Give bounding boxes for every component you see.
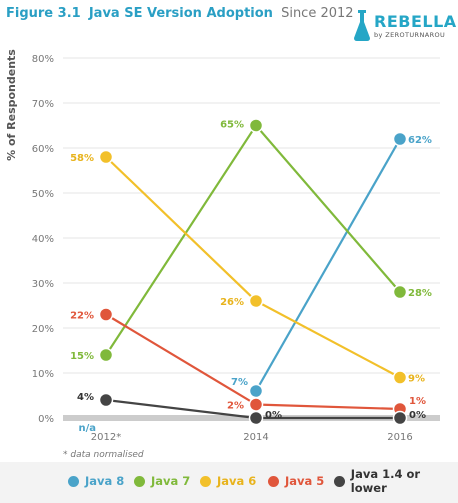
data-label: 62% <box>408 135 432 146</box>
brand-logo: REBELLAB by ZEROTURNAROU <box>352 8 458 44</box>
data-point <box>250 119 263 132</box>
footnote: * data normalised <box>63 450 144 460</box>
data-label: n/a <box>78 423 96 434</box>
data-label: 28% <box>408 288 432 299</box>
data-label: 58% <box>70 153 94 164</box>
brand-sub: by ZEROTURNAROU <box>374 31 445 39</box>
data-point <box>250 412 263 425</box>
legend-item: Java 6 <box>200 472 256 490</box>
data-label: 65% <box>220 120 244 131</box>
data-label: 1% <box>409 396 426 407</box>
data-point <box>250 398 263 411</box>
legend: Java 8 Java 7 Java 6 Java 5 Java 1.4 or lowe… <box>0 462 458 503</box>
data-label: 0% <box>265 410 282 421</box>
flask-icon <box>352 8 372 42</box>
data-point <box>394 133 407 146</box>
grid <box>63 58 440 418</box>
y-tick-label: 40% <box>32 234 54 245</box>
data-point <box>100 349 113 362</box>
series-lines <box>106 126 400 419</box>
data-label: 4% <box>77 392 94 403</box>
data-label: 2% <box>227 401 244 412</box>
x-axis: 2012* 2014 2016 <box>91 432 413 443</box>
data-point <box>250 385 263 398</box>
y-tick-label: 80% <box>32 54 54 65</box>
y-tick-label: 30% <box>32 279 54 290</box>
title-suffix: Since 2012 <box>281 6 353 21</box>
y-tick-label: 0% <box>38 414 54 425</box>
y-tick-label: 20% <box>32 324 54 335</box>
series-line <box>106 126 400 356</box>
legend-swatch <box>268 476 279 487</box>
series-points <box>100 119 407 425</box>
legend-label: Java 5 <box>285 474 324 488</box>
y-tick-label: 10% <box>32 369 54 380</box>
data-point <box>100 151 113 164</box>
series-line <box>106 157 400 378</box>
data-point <box>100 308 113 321</box>
data-point <box>394 286 407 299</box>
x-tick-label: 2016 <box>387 432 412 443</box>
y-tick-label: 70% <box>32 99 54 110</box>
legend-item: Java 7 <box>134 472 190 490</box>
data-label: 9% <box>408 374 425 385</box>
data-label: 0% <box>409 410 426 421</box>
legend-label: Java 7 <box>151 474 190 488</box>
data-point <box>394 412 407 425</box>
data-label: 15% <box>70 351 94 362</box>
data-label: 7% <box>231 377 248 388</box>
title-main: Java SE Version Adoption <box>88 6 273 21</box>
chart-title: Figure 3.1 Java SE Version Adoption Sinc… <box>6 6 354 21</box>
legend-item: Java 8 <box>68 472 124 490</box>
x-tick-label: 2014 <box>243 432 268 443</box>
legend-label: Java 6 <box>217 474 256 488</box>
brand-name: REBELLAB <box>374 12 458 31</box>
data-point <box>250 295 263 308</box>
legend-label: Java 1.4 or lower <box>351 467 458 495</box>
legend-swatch <box>334 476 345 487</box>
y-axis-label: % of Respondents <box>5 49 18 161</box>
legend-swatch <box>68 476 79 487</box>
y-axis: 0% 10% 20% 30% 40% 50% 60% 70% 80% <box>32 54 54 425</box>
data-point <box>100 394 113 407</box>
legend-swatch <box>200 476 211 487</box>
legend-swatch <box>134 476 145 487</box>
y-tick-label: 60% <box>32 144 54 155</box>
series-line <box>256 139 400 391</box>
legend-item: Java 1.4 or lower <box>334 472 458 490</box>
data-point <box>394 371 407 384</box>
data-label: 26% <box>220 297 244 308</box>
legend-item: Java 5 <box>268 472 324 490</box>
y-tick-label: 50% <box>32 189 54 200</box>
figure-number: Figure 3.1 <box>6 6 81 21</box>
data-label: 22% <box>70 311 94 322</box>
legend-label: Java 8 <box>85 474 124 488</box>
